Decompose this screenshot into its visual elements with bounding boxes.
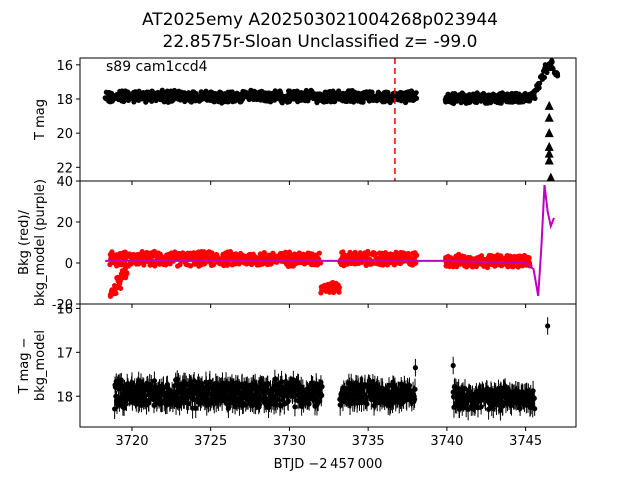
- upper-limit-marker: [544, 141, 554, 151]
- data-point: [306, 401, 312, 407]
- data-point: [413, 252, 420, 258]
- y-axis-label: bkg_model: [33, 330, 48, 401]
- data-point: [413, 95, 420, 101]
- data-point: [319, 392, 325, 398]
- data-point: [536, 85, 542, 91]
- data-point: [552, 70, 559, 76]
- data-point: [151, 378, 157, 384]
- data-point: [123, 270, 130, 276]
- x-tick-label: 3730: [273, 434, 306, 449]
- data-point: [545, 323, 551, 329]
- data-point: [193, 405, 199, 411]
- data-point: [129, 379, 135, 386]
- bkg-model-line: [105, 184, 555, 296]
- y-tick-label: 40: [56, 175, 73, 190]
- upper-limit-marker: [544, 100, 554, 110]
- data-point: [473, 264, 480, 270]
- data-point: [386, 382, 392, 388]
- plot-area-top: [102, 58, 561, 181]
- y-tick-label: 16: [56, 59, 73, 74]
- data-point: [532, 406, 538, 412]
- data-point: [413, 90, 419, 96]
- data-point: [360, 99, 366, 105]
- y-axis-label: T mag: [33, 99, 48, 141]
- data-point: [265, 380, 271, 387]
- x-tick-label: 3745: [509, 434, 542, 449]
- data-point: [174, 376, 180, 382]
- sector-annotation: s89 cam1ccd4: [106, 59, 208, 75]
- data-point: [336, 284, 343, 291]
- chart-title-line-1: AT2025emy A202503021004268p023944: [142, 10, 498, 30]
- plot-area-bottom: [112, 317, 551, 421]
- data-point: [450, 362, 456, 369]
- y-tick-label: 17: [56, 346, 73, 361]
- data-point: [543, 64, 549, 70]
- data-point: [364, 401, 370, 407]
- data-point: [118, 377, 124, 383]
- data-point: [402, 99, 409, 106]
- data-point: [121, 405, 127, 411]
- upper-limit-marker: [544, 128, 554, 138]
- y-axis-label: bkg_model (purple): [33, 179, 48, 306]
- data-point: [116, 282, 122, 288]
- data-point: [210, 262, 217, 268]
- y-axis-label: Bkg (red)/: [17, 210, 32, 275]
- data-point: [288, 252, 294, 258]
- upper-limit-marker: [546, 172, 556, 181]
- data-point: [159, 87, 165, 93]
- x-tick-label: 3720: [115, 434, 148, 449]
- x-axis-label: BTJD −2 457 000: [274, 457, 383, 472]
- data-point: [112, 406, 118, 412]
- data-point: [316, 250, 322, 256]
- y-tick-label: -20: [52, 298, 73, 313]
- data-point: [262, 250, 268, 256]
- data-point: [191, 378, 197, 384]
- data-point: [531, 395, 537, 401]
- y-tick-label: 20: [56, 127, 73, 142]
- data-point: [412, 386, 418, 392]
- axes-frame-bottom: [79, 303, 577, 428]
- data-point: [412, 365, 418, 371]
- data-point: [544, 69, 550, 76]
- axes-frame-top: [79, 57, 577, 182]
- y-tick-label: 18: [56, 390, 73, 405]
- y-tick-label: 20: [56, 216, 73, 231]
- x-tick-label: 3740: [430, 434, 463, 449]
- y-tick-label: 22: [56, 161, 73, 176]
- data-point: [292, 404, 298, 410]
- y-axis-label: T mag −: [17, 338, 32, 395]
- upper-limit-marker: [544, 148, 554, 158]
- data-point: [186, 401, 192, 407]
- upper-limit-marker: [544, 112, 554, 122]
- y-tick-label: 0: [65, 257, 73, 272]
- data-point: [108, 289, 114, 295]
- y-tick-label: 18: [56, 93, 73, 108]
- data-point: [336, 289, 342, 295]
- x-tick-label: 3725: [194, 434, 227, 449]
- data-point: [319, 384, 325, 390]
- data-point: [391, 262, 398, 268]
- data-point: [536, 80, 543, 87]
- data-point: [539, 73, 545, 79]
- data-point: [207, 379, 213, 385]
- data-point: [405, 250, 411, 257]
- data-point: [526, 255, 532, 261]
- data-point: [122, 265, 128, 272]
- data-point: [119, 275, 125, 281]
- x-tick-label: 3735: [352, 434, 385, 449]
- data-point: [532, 95, 538, 102]
- data-point: [272, 376, 278, 382]
- y-tick-label: 16: [56, 302, 73, 317]
- data-point: [177, 262, 183, 268]
- chart-title-line-2: 22.8575r-Sloan Unclassified z= -99.0: [162, 32, 478, 52]
- upper-limit-marker: [544, 155, 554, 165]
- data-point: [107, 293, 114, 299]
- data-point: [243, 402, 249, 408]
- plot-area-middle: [105, 184, 555, 299]
